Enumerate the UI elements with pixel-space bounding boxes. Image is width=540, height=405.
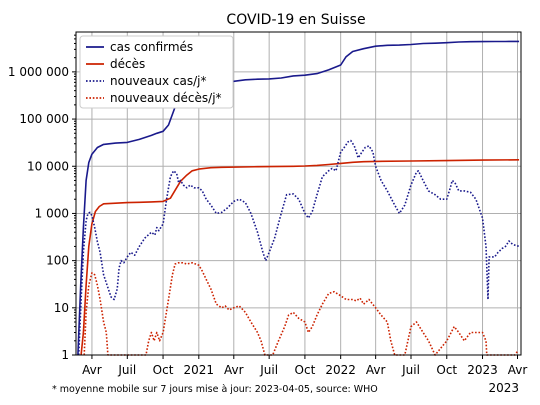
series-line: [83, 262, 519, 356]
x-tick-label: Oct: [153, 363, 174, 377]
y-tick-label: 100: [46, 254, 69, 268]
series-lines: [77, 40, 520, 356]
x-tick-label: Avr: [508, 363, 528, 377]
legend-box: [79, 35, 234, 109]
x-tick-label: Juil: [259, 363, 278, 377]
x-tick-label: Oct: [295, 363, 316, 377]
series-line: [77, 139, 520, 356]
y-tick-label: 1: [61, 348, 69, 362]
legend-label: décès: [110, 57, 145, 71]
legend-label: nouveaux cas/j*: [110, 74, 207, 88]
x-tick-label: 2023: [467, 363, 498, 377]
plot-frame: [75, 31, 522, 356]
x-tick-label: 2022: [325, 363, 356, 377]
x-tick-label: Avr: [82, 363, 102, 377]
x-tick-label: Juil: [401, 363, 420, 377]
x-tick-label: Juil: [117, 363, 136, 377]
chart-footnote: * moyenne mobile sur 7 jours mise à jour…: [52, 384, 378, 395]
x-tick-label: 2021: [184, 363, 215, 377]
legend-label: cas confirmés: [110, 40, 193, 54]
x-axis: Avr Juil Oct 2021 Avr Juil Oct 2022 Avr Juil Oct 20…: [82, 355, 527, 377]
corner-year-label: 2023: [488, 381, 519, 395]
y-tick-label: 10: [54, 301, 69, 315]
y-axis: 1 10 100 1 000 10 000 100 000 1 000 000: [8, 34, 76, 362]
chart-title: COVID-19 en Suisse: [226, 12, 365, 28]
y-tick-label: 10 000: [27, 159, 69, 173]
legend: cas confirmés décès nouveaux cas/j* nouveau…: [79, 35, 234, 109]
series-line: [77, 40, 520, 356]
x-tick-label: Avr: [224, 363, 244, 377]
y-tick-label: 100 000: [19, 112, 69, 126]
x-tick-label: Oct: [436, 363, 457, 377]
y-tick-label: 1 000: [35, 206, 69, 220]
y-tick-label: 1 000 000: [8, 65, 69, 79]
legend-label: nouveaux décès/j*: [110, 91, 222, 105]
series-line: [80, 159, 520, 356]
x-tick-label: Avr: [366, 363, 386, 377]
